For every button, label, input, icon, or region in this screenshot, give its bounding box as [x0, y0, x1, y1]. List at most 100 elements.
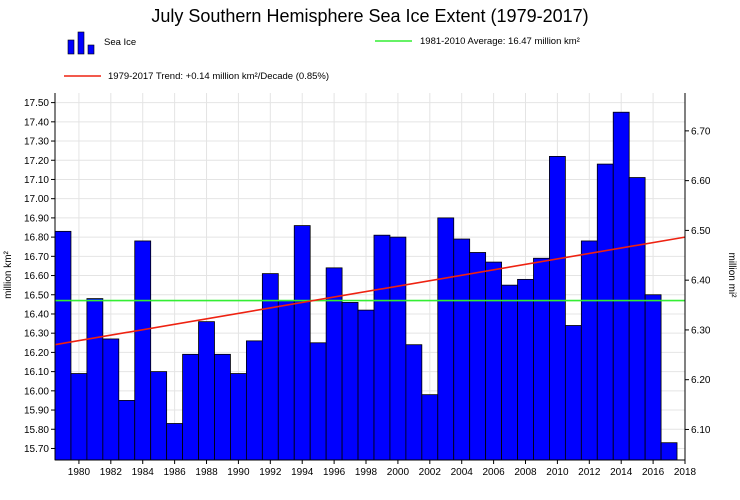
- bar-1997: [341, 302, 359, 461]
- x-tick-label: 2006: [482, 467, 505, 478]
- bar-1986: [166, 423, 183, 461]
- legend-sea-ice-icon: [67, 31, 95, 55]
- bar-1992: [261, 273, 279, 461]
- bars: [54, 111, 678, 461]
- y-tick-label: 17.50: [24, 98, 49, 109]
- bar-2008: [517, 278, 534, 461]
- bar-1984: [134, 240, 152, 461]
- y-tick-label: 15.90: [24, 406, 49, 417]
- right-y-tick-label: 6.30: [691, 325, 711, 336]
- bar-2007: [501, 284, 518, 461]
- y-axis-right: 6.10 6.20 6.30 6.40 6.50 6.60 6.70: [685, 126, 711, 436]
- y-tick-label: 16.70: [24, 252, 49, 263]
- bar-1980: [70, 373, 88, 461]
- bar-2010: [549, 156, 566, 461]
- y-axis-right-label: million mi²: [726, 253, 737, 299]
- legend: Sea Ice 1981-2010 Average: 16.47 million…: [64, 31, 580, 82]
- legend-average-label: 1981-2010 Average: 16.47 million km²: [420, 36, 580, 47]
- bar-2017: [660, 442, 678, 461]
- bar-2006: [485, 261, 502, 461]
- bar-2015: [628, 177, 646, 461]
- x-tick-label: 2012: [578, 467, 601, 478]
- right-y-tick-label: 6.20: [691, 375, 711, 386]
- y-tick-label: 17.20: [24, 156, 49, 167]
- x-tick-label: 2014: [610, 467, 633, 478]
- x-tick-label: 1982: [100, 467, 123, 478]
- bar-2001: [405, 344, 423, 461]
- right-y-tick-label: 6.60: [691, 176, 711, 187]
- bar-1994: [293, 225, 311, 461]
- x-tick-label: 1998: [355, 467, 378, 478]
- x-tick-label: 1994: [291, 467, 314, 478]
- bar-2011: [564, 325, 582, 461]
- right-y-tick-label: 6.50: [691, 226, 711, 237]
- y-tick-label: 16.00: [24, 386, 49, 397]
- y-tick-label: 17.10: [24, 175, 49, 186]
- bar-1991: [245, 340, 263, 461]
- bar-2013: [596, 163, 614, 461]
- x-tick-label: 1988: [195, 467, 218, 478]
- y-tick-label: 15.80: [24, 425, 49, 436]
- y-tick-label: 16.40: [24, 309, 49, 320]
- x-tick-label: 1992: [259, 467, 282, 478]
- y-tick-label: 16.80: [24, 233, 49, 244]
- bar-1979: [54, 230, 72, 461]
- x-axis: 1980 1982 1984 1986 1988 1990 1992 1994 1996 1998…: [68, 460, 697, 478]
- chart-title: July Southern Hemisphere Sea Ice Extent …: [151, 6, 588, 26]
- x-tick-label: 1984: [132, 467, 155, 478]
- x-tick-label: 2016: [642, 467, 665, 478]
- y-tick-label: 15.70: [24, 444, 49, 455]
- x-tick-label: 1990: [227, 467, 250, 478]
- y-tick-label: 16.50: [24, 290, 49, 301]
- bar-1999: [373, 234, 391, 461]
- plot-frame: [54, 93, 686, 461]
- right-y-tick-label: 6.10: [691, 425, 711, 436]
- bar-1993: [277, 300, 295, 461]
- x-tick-label: 1996: [323, 467, 346, 478]
- bar-1987: [182, 353, 199, 461]
- bar-1981: [86, 298, 104, 461]
- y-tick-label: 16.30: [24, 329, 49, 340]
- y-tick-label: 17.00: [24, 194, 49, 205]
- x-tick-label: 2000: [387, 467, 410, 478]
- bar-2000: [389, 236, 407, 461]
- x-tick-label: 2002: [419, 467, 442, 478]
- y-tick-label: 16.20: [24, 348, 49, 359]
- y-tick-label: 16.90: [24, 213, 49, 224]
- x-tick-label: 1980: [68, 467, 91, 478]
- y-axis-left: 15.70 15.80 15.90 16.00 16.10 16.20 16.30 16.40…: [24, 98, 55, 455]
- y-tick-label: 17.30: [24, 137, 49, 148]
- bar-2004: [453, 238, 471, 461]
- bar-2009: [533, 257, 550, 461]
- x-tick-label: 1986: [163, 467, 186, 478]
- bar-1983: [118, 400, 136, 461]
- bar-1995: [309, 342, 327, 461]
- reference-lines: [54, 236, 686, 346]
- right-y-tick-label: 6.70: [691, 126, 711, 137]
- y-tick-label: 16.10: [24, 367, 49, 378]
- bar-1990: [230, 373, 247, 461]
- trend-line: [54, 236, 686, 346]
- y-axis-left-label: million km²: [3, 250, 14, 298]
- legend-trend-label: 1979-2017 Trend: +0.14 million km²/Decad…: [108, 71, 329, 82]
- y-tick-label: 16.60: [24, 271, 49, 282]
- y-tick-label: 17.40: [24, 117, 49, 128]
- bar-1989: [214, 353, 231, 461]
- bar-2016: [644, 294, 662, 461]
- x-tick-label: 2008: [514, 467, 537, 478]
- bar-2002: [421, 394, 439, 461]
- x-tick-label: 2010: [546, 467, 569, 478]
- x-tick-label: 2004: [451, 467, 474, 478]
- legend-sea-ice-label: Sea Ice: [104, 37, 136, 48]
- bar-2012: [580, 240, 598, 461]
- right-y-tick-label: 6.40: [691, 276, 711, 287]
- bar-1982: [102, 338, 120, 461]
- bar-1998: [357, 309, 375, 461]
- bar-2014: [612, 111, 630, 461]
- bar-1988: [198, 321, 215, 461]
- bar-2005: [469, 252, 487, 461]
- x-tick-label: 2018: [674, 467, 697, 478]
- bar-2003: [437, 217, 455, 461]
- bar-1985: [150, 371, 168, 461]
